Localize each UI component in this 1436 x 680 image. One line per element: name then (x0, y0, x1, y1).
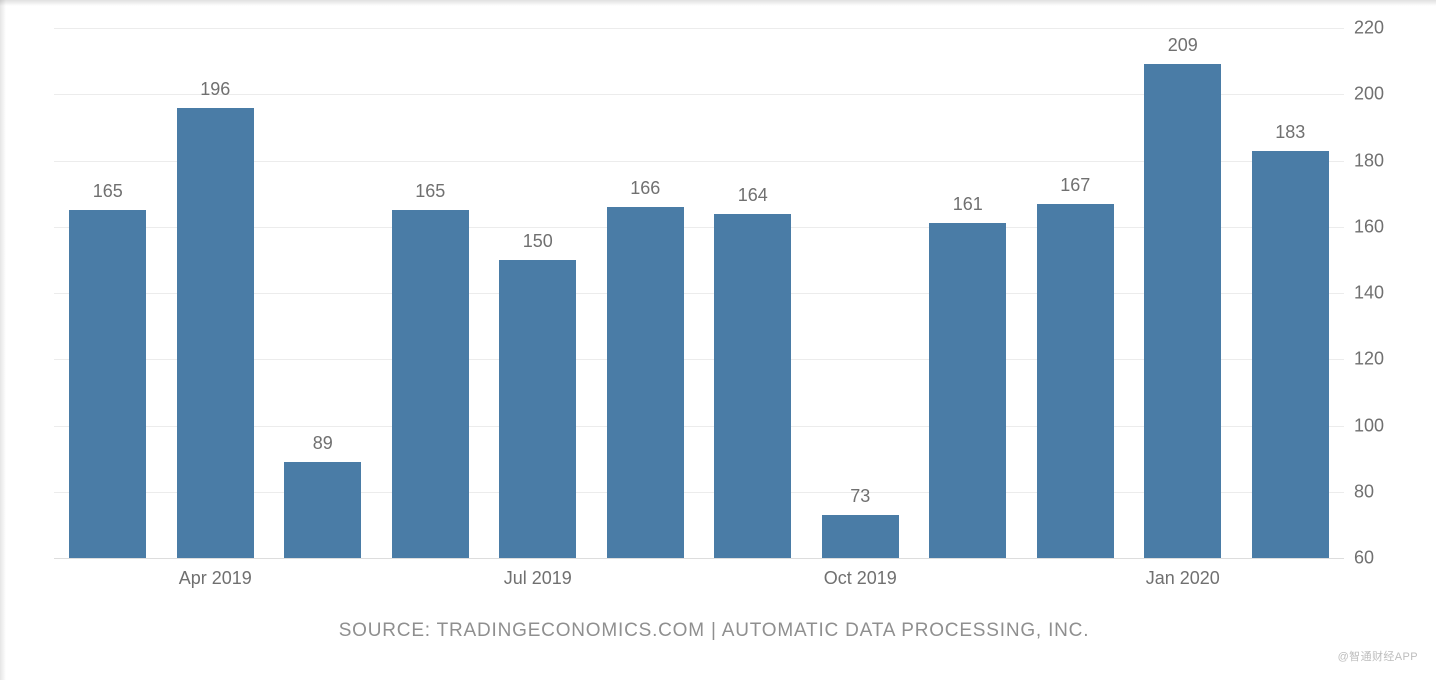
bar-value-label: 165 (93, 181, 123, 210)
bar-value-label: 73 (850, 486, 870, 515)
y-tick-label: 120 (1354, 349, 1384, 370)
bar (1037, 204, 1114, 558)
edge-shadow-left (0, 0, 6, 680)
y-tick-label: 220 (1354, 18, 1384, 39)
y-tick-label: 80 (1354, 481, 1374, 502)
bar-value-label: 183 (1275, 122, 1305, 151)
bar-value-label: 165 (415, 181, 445, 210)
bar (177, 108, 254, 559)
bar (822, 515, 899, 558)
bar (69, 210, 146, 558)
bar-value-label: 89 (313, 433, 333, 462)
bar (1144, 64, 1221, 558)
y-tick-label: 180 (1354, 150, 1384, 171)
x-tick-label: Apr 2019 (179, 568, 252, 589)
x-tick-label: Jan 2020 (1146, 568, 1220, 589)
x-tick-label: Oct 2019 (824, 568, 897, 589)
bar-value-label: 166 (630, 178, 660, 207)
bar-value-label: 196 (200, 79, 230, 108)
source-attribution: SOURCE: TRADINGECONOMICS.COM | AUTOMATIC… (14, 620, 1414, 642)
bar-value-label: 167 (1060, 175, 1090, 204)
bar-chart: SOURCE: TRADINGECONOMICS.COM | AUTOMATIC… (14, 8, 1424, 668)
bar (284, 462, 361, 558)
bar (607, 207, 684, 558)
bar-value-label: 150 (523, 231, 553, 260)
bar (929, 223, 1006, 558)
edge-shadow-top (0, 0, 1436, 6)
y-tick-label: 100 (1354, 415, 1384, 436)
y-tick-label: 140 (1354, 283, 1384, 304)
bar (714, 214, 791, 559)
bar (392, 210, 469, 558)
bar-value-label: 209 (1168, 35, 1198, 64)
bar (1252, 151, 1329, 558)
bar (499, 260, 576, 558)
x-tick-label: Jul 2019 (504, 568, 572, 589)
plot-area (54, 28, 1344, 559)
y-tick-label: 60 (1354, 548, 1374, 569)
y-tick-label: 160 (1354, 216, 1384, 237)
watermark: @智通财经APP (1338, 648, 1418, 664)
bar-value-label: 164 (738, 185, 768, 214)
grid-line (54, 28, 1344, 29)
bar-value-label: 161 (953, 194, 983, 223)
y-tick-label: 200 (1354, 84, 1384, 105)
